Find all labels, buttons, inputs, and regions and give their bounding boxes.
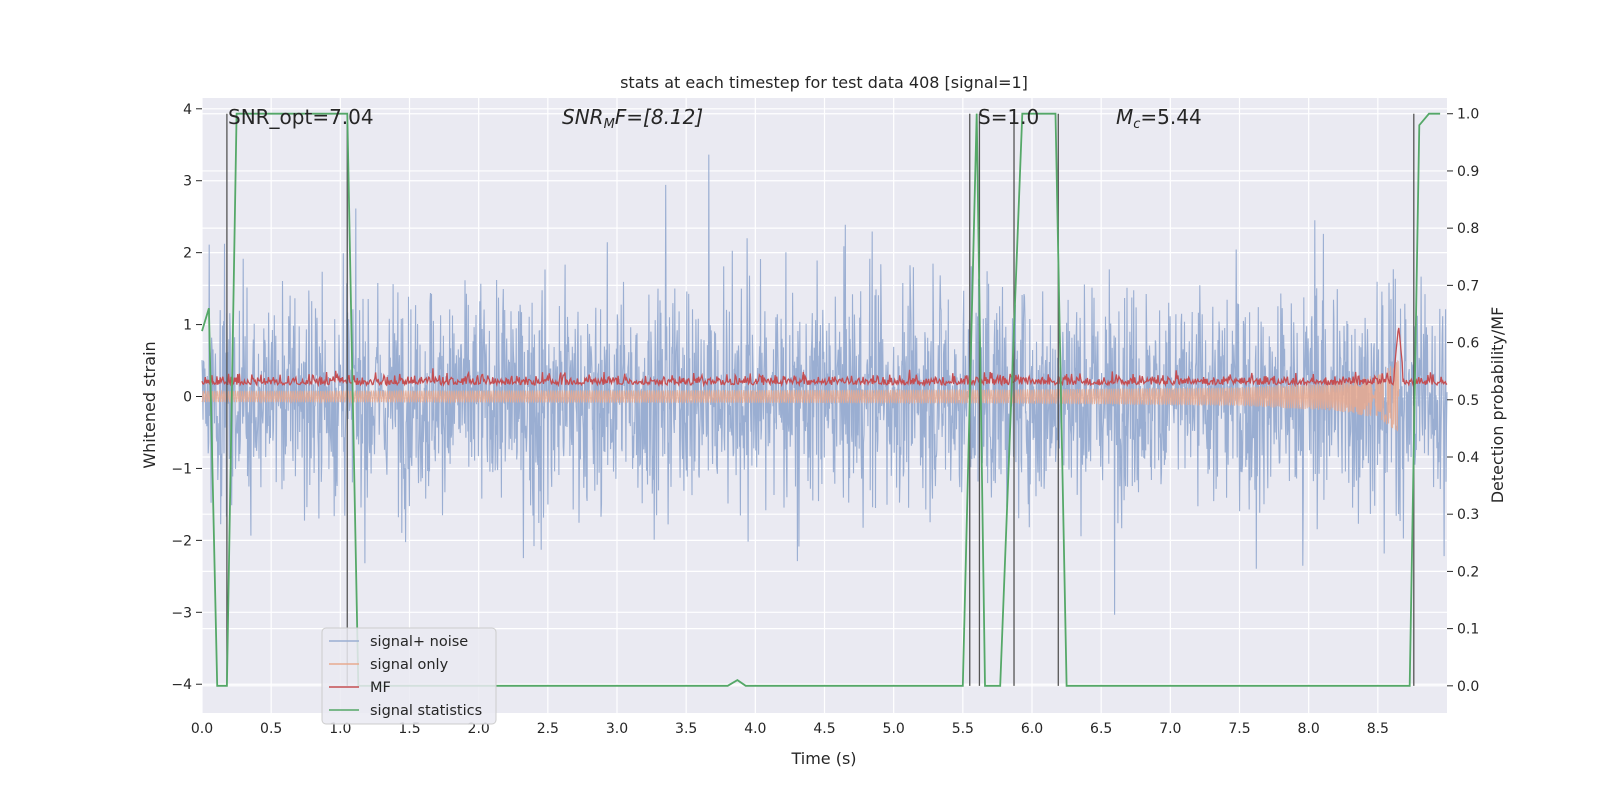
- annotation-mc-prefix: M: [1116, 105, 1133, 129]
- y2-tick-label: 0.8: [1457, 221, 1479, 237]
- x-tick-label: 7.0: [1159, 721, 1181, 737]
- x-tick-label: 2.5: [537, 721, 559, 737]
- annotation-snr-mf-prefix: SNR: [562, 105, 604, 129]
- series-signal-noise: [201, 154, 1448, 615]
- legend-box: [321, 627, 497, 725]
- chart-title: stats at each timestep for test data 408…: [620, 73, 1028, 92]
- x-tick-label: 8.5: [1367, 721, 1389, 737]
- x-tick-label: 2.0: [468, 721, 490, 737]
- legend-label-signal-only: signal only: [370, 657, 449, 673]
- x-tick-label: 4.5: [813, 721, 835, 737]
- series-signal-only: [201, 359, 1400, 432]
- x-tick-label: 0.0: [191, 721, 213, 737]
- annotation-s-stat: S=1.0: [978, 105, 1039, 129]
- y-tick-label: 1: [183, 318, 192, 334]
- x-axis-label: Time (s): [790, 749, 856, 768]
- x-tick-label: 3.5: [675, 721, 697, 737]
- y-axis-ticks: −4 −3 −2 −1 0 1 2 3 4: [171, 102, 202, 693]
- y2-axis-ticks: 0.0 0.1 0.2 0.3 0.4 0.5 0.6 0.7 0.8 0.9 1.0: [1447, 107, 1479, 695]
- y-tick-label: 3: [183, 174, 192, 190]
- legend: signal+ noise signal only MF signal stat…: [321, 627, 497, 725]
- annotation-mc-sub: c: [1133, 117, 1140, 132]
- y2-tick-label: 0.1: [1457, 622, 1479, 638]
- y2-tick-label: 0.5: [1457, 393, 1479, 409]
- y2-tick-label: 0.0: [1457, 679, 1479, 695]
- x-tick-label: 1.5: [398, 721, 420, 737]
- y-tick-label: −1: [171, 461, 192, 477]
- series-signal-statistics: [201, 112, 1441, 687]
- y2-tick-label: 0.7: [1457, 278, 1479, 294]
- annotation-snr-opt: SNR_opt=7.04: [228, 105, 374, 129]
- x-tick-label: 1.0: [329, 721, 351, 737]
- mf-line: [201, 327, 1448, 388]
- signal-statistics-line: [201, 112, 1441, 687]
- y-tick-label: 0: [183, 390, 192, 406]
- x-tick-label: 5.5: [952, 721, 974, 737]
- annotation-mc-suffix: =5.44: [1140, 105, 1201, 129]
- x-tick-label: 0.5: [260, 721, 282, 737]
- y2-axis-label: Detection probability/MF: [1488, 307, 1507, 504]
- y2-tick-label: 0.9: [1457, 164, 1479, 180]
- x-tick-label: 5.0: [883, 721, 905, 737]
- series-mf: [201, 327, 1448, 388]
- y-tick-label: −2: [171, 533, 192, 549]
- x-tick-label: 7.5: [1228, 721, 1250, 737]
- y2-tick-label: 0.3: [1457, 507, 1479, 523]
- x-tick-label: 4.0: [744, 721, 766, 737]
- annotation-snr-mf: SNRMF=[8.12]: [562, 105, 703, 132]
- legend-label-mf: MF: [370, 680, 391, 696]
- legend-label-signal-statistics: signal statistics: [370, 703, 482, 719]
- annotation-snr-mf-sub: M: [604, 117, 615, 132]
- y-tick-label: −3: [171, 605, 192, 621]
- y2-tick-label: 1.0: [1457, 107, 1479, 123]
- annotation-mc: Mc=5.44: [1116, 105, 1202, 132]
- y2-tick-label: 0.2: [1457, 564, 1479, 580]
- y-tick-label: 2: [183, 246, 192, 262]
- signal-noise-line: [201, 154, 1448, 615]
- y2-tick-label: 0.4: [1457, 450, 1479, 466]
- y2-tick-label: 0.6: [1457, 336, 1479, 352]
- x-tick-label: 8.0: [1298, 721, 1320, 737]
- y-tick-label: −4: [171, 677, 192, 693]
- legend-label-signal-noise: signal+ noise: [370, 634, 468, 650]
- x-tick-label: 3.0: [606, 721, 628, 737]
- x-axis-ticks: 0.0 0.5 1.0 1.5 2.0 2.5 3.0 3.5 4.0 4.5 5.0 5.5 6.0 6…: [191, 721, 1389, 737]
- y-axis-label: Whitened strain: [140, 341, 159, 468]
- signal-only-line: [201, 359, 1400, 432]
- y-tick-label: 4: [183, 102, 192, 118]
- x-tick-label: 6.0: [1021, 721, 1043, 737]
- annotation-snr-mf-suffix: F=[8.12]: [615, 105, 703, 129]
- x-tick-label: 6.5: [1090, 721, 1112, 737]
